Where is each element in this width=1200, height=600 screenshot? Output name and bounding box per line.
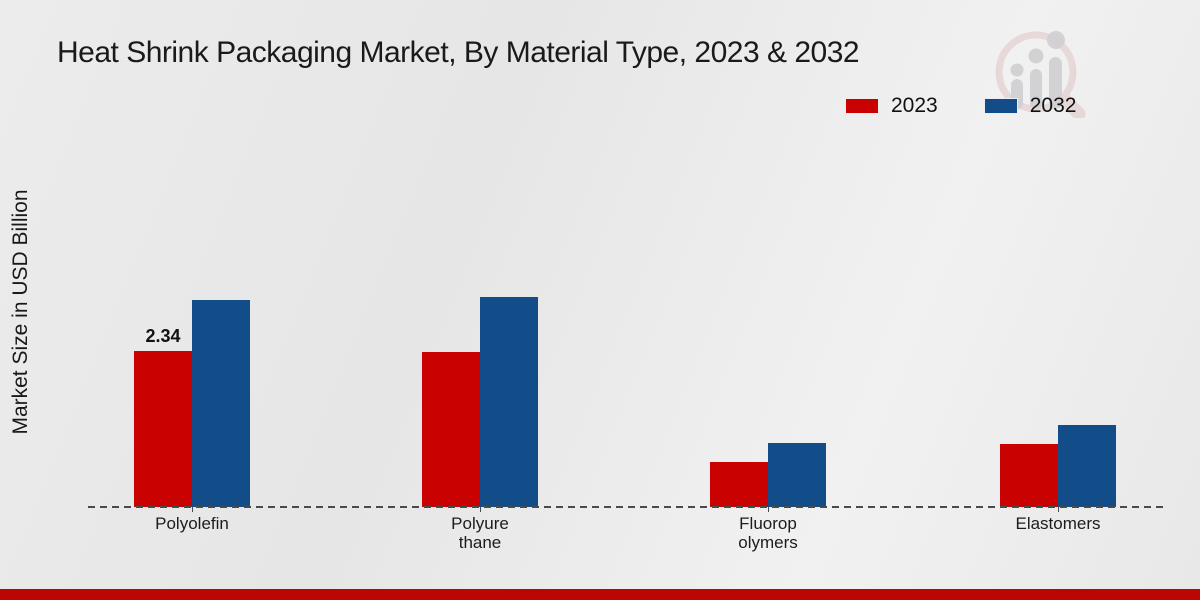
magnifier-chart-logo-icon — [995, 31, 1086, 118]
x-axis-tick — [480, 507, 481, 512]
bar-2032-polyurethane — [480, 297, 538, 507]
category-label-elastomers: Elastomers — [1015, 514, 1101, 533]
category-label-fluoropolymers: Fluorop olymers — [738, 514, 798, 552]
x-axis-tick — [1058, 507, 1059, 512]
legend-swatch-2023 — [845, 98, 879, 114]
bar-value-label: 2.34 — [145, 326, 181, 346]
bar-2023-polyurethane — [422, 352, 480, 507]
y-axis-label: Market Size in USD Billion — [9, 189, 32, 435]
bar-2032-polyolefin — [192, 300, 250, 507]
x-axis-tick — [192, 507, 193, 512]
legend: 2023 2032 — [845, 94, 1076, 118]
bar-2023-elastomers — [1000, 444, 1058, 507]
x-axis-baseline — [88, 506, 1163, 508]
legend-label: 2023 — [891, 94, 938, 117]
footer-accent-bar — [0, 589, 1200, 600]
bar-2023-fluoropolymers — [710, 462, 768, 507]
legend-swatch-2032 — [983, 98, 1018, 114]
legend-item-2032: 2032 — [983, 94, 1077, 118]
bar-2032-fluoropolymers — [768, 443, 826, 507]
legend-item-2023: 2023 — [845, 94, 938, 118]
bar-2032-elastomers — [1058, 425, 1116, 507]
chart-title: Heat Shrink Packaging Market, By Materia… — [57, 36, 860, 69]
bar-2023-polyolefin — [134, 351, 192, 507]
legend-label: 2032 — [1029, 94, 1077, 117]
category-label-polyolefin: Polyolefin — [155, 514, 229, 533]
category-label-polyurethane: Polyure thane — [451, 514, 509, 552]
x-axis-tick — [768, 507, 769, 512]
